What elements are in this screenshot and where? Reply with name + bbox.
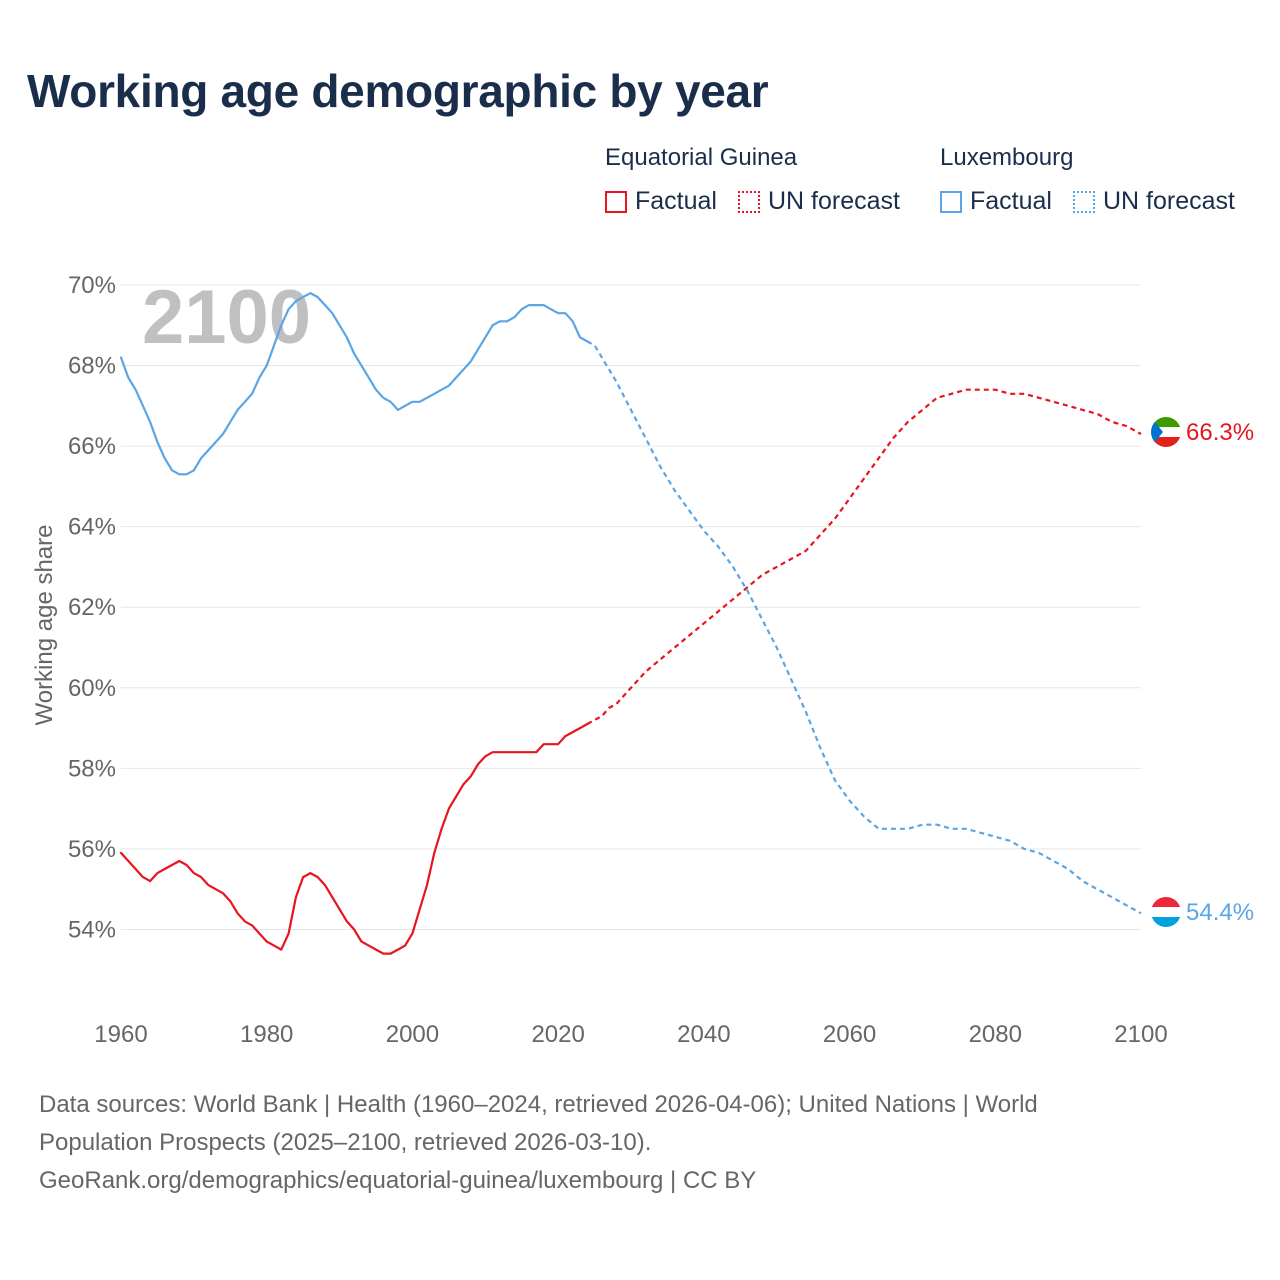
y-tick-label: 54% (68, 916, 116, 943)
data-sources-footer: Data sources: World Bank | Health (1960–… (39, 1086, 1239, 1200)
year-watermark: 2100 (142, 275, 311, 360)
y-tick-label: 66% (68, 433, 116, 460)
x-tick-label: 2040 (677, 1021, 730, 1048)
footer-line-1: Data sources: World Bank | Health (1960–… (39, 1091, 1038, 1118)
y-tick-label: 64% (68, 514, 116, 541)
x-tick-label: 1980 (240, 1021, 293, 1048)
legend-swatch-solid (605, 190, 627, 213)
x-tick-label: 2060 (823, 1021, 876, 1048)
line-chart: 2100 54% 56% 58% 60% 62% 64% 66% 68% 70% 1960 1980… (31, 272, 1254, 1048)
footer-line-3[interactable]: GeoRank.org/demographics/equatorial-guin… (39, 1167, 757, 1194)
legend-eq-guinea-factual-label: Factual (635, 187, 717, 215)
legend-swatch-solid (940, 190, 962, 213)
chart-title: Working age demographic by year (27, 65, 769, 117)
end-label-luxembourg: 54.4% (1186, 899, 1254, 926)
legend-luxembourg-forecast[interactable]: UN forecast (1073, 187, 1235, 216)
legend-group-luxembourg: Luxembourg (940, 144, 1074, 171)
legend-swatch-dotted (1073, 190, 1095, 213)
flag-luxembourg-icon (1151, 897, 1181, 927)
y-axis-label: Working age share (31, 525, 58, 726)
y-tick-label: 68% (68, 353, 116, 380)
flag-equatorial-guinea-icon (1151, 417, 1181, 447)
legend-luxembourg-forecast-label: UN forecast (1103, 187, 1235, 215)
legend-luxembourg-factual[interactable]: Factual (940, 187, 1052, 216)
x-tick-label: 2020 (531, 1021, 584, 1048)
y-tick-label: 70% (68, 272, 116, 299)
legend-eq-guinea-factual[interactable]: Factual (605, 187, 717, 216)
y-tick-label: 60% (68, 675, 116, 702)
x-tick-label: 2080 (969, 1021, 1022, 1048)
series-line-luxembourg-forecast[interactable] (586, 340, 1142, 915)
series-line-equatorial-guinea-forecast[interactable] (586, 388, 1142, 725)
footer-line-2: Population Prospects (2025–2100, retriev… (39, 1129, 652, 1156)
series-line-luxembourg-factual[interactable] (119, 292, 589, 476)
end-label-equatorial-guinea: 66.3% (1186, 419, 1254, 446)
x-tick-label: 1960 (94, 1021, 147, 1048)
y-tick-label: 58% (68, 755, 116, 782)
y-tick-label: 62% (68, 594, 116, 621)
legend-swatch-dotted (738, 190, 760, 213)
x-tick-label: 2000 (386, 1021, 439, 1048)
legend-eq-guinea-forecast[interactable]: UN forecast (738, 187, 900, 216)
series-line-equatorial-guinea-factual[interactable] (119, 722, 589, 955)
y-tick-label: 56% (68, 836, 116, 863)
legend-eq-guinea-forecast-label: UN forecast (768, 187, 900, 215)
x-tick-label: 2100 (1114, 1021, 1167, 1048)
legend-group-equatorial-guinea: Equatorial Guinea (605, 144, 798, 171)
legend-luxembourg-factual-label: Factual (970, 187, 1052, 215)
